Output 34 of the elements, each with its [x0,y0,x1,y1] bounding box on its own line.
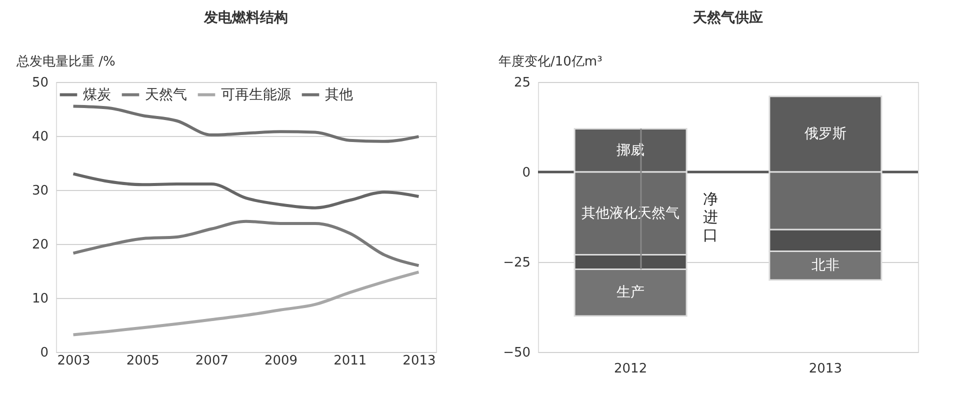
y-tick-label: 30 [32,184,48,198]
x-tick-label: 2011 [334,354,367,368]
y-tick-label: 0 [522,166,530,180]
line-series [72,220,420,268]
x-tick-label: 2013 [808,362,842,376]
y-tick-label: −50 [503,346,530,360]
legend-label: 可再生能源 [221,86,291,103]
line-series [72,270,420,336]
y-axis-title: 总发电量比重 /% [16,54,116,70]
line-series [72,172,420,210]
legend-label: 煤炭 [83,86,111,103]
legend-label: 天然气 [145,86,187,103]
y-tick-label: 0 [40,346,48,360]
x-tick-label: 2009 [264,354,298,368]
legend-label: 其他 [325,86,353,103]
annotation: 净进口 [703,190,718,244]
chart-title: 天然气供应 [692,9,763,26]
data-label: 生产 [616,284,645,301]
chart-title: 发电燃料结构 [203,10,288,26]
y-tick-label: −25 [503,256,530,270]
y-axis-title: 年度变化/10亿m³ [498,54,602,70]
y-tick-label: 25 [514,76,530,90]
y-tick-label: 20 [32,238,48,252]
y-tick-label: 10 [32,292,48,306]
x-tick-label: 2003 [57,354,90,368]
x-tick-label: 2013 [402,354,436,368]
x-tick-label: 2007 [195,354,228,368]
x-tick-label: 2012 [614,362,648,376]
y-tick-label: 50 [32,76,48,90]
data-label: 北非 [811,258,840,274]
line-series [72,104,420,143]
x-tick-label: 2005 [126,354,160,368]
y-tick-label: 40 [32,130,48,144]
data-label: 俄罗斯 [804,126,846,142]
